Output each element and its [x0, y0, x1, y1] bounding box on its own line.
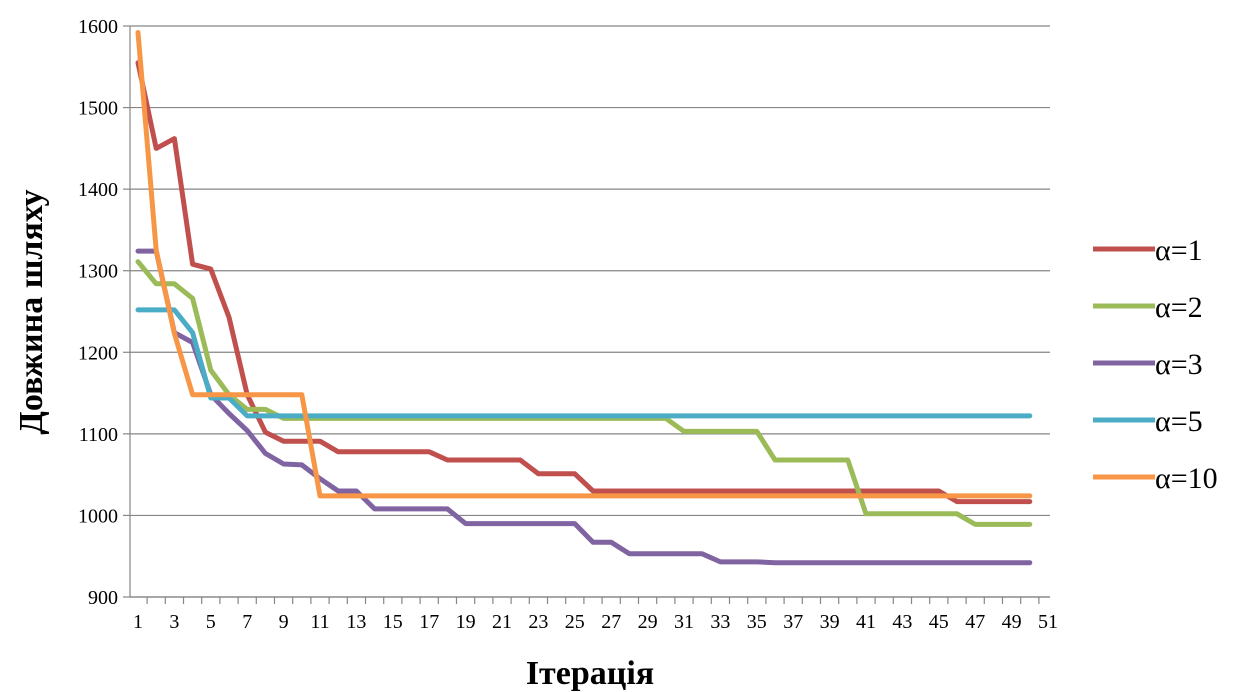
- x-tick-label: 17: [419, 611, 439, 633]
- x-tick-label: 39: [820, 611, 840, 633]
- x-tick-label: 37: [783, 611, 803, 633]
- x-tick-label: 9: [279, 611, 289, 633]
- series-line-3: [135, 248, 1033, 566]
- legend: α=1 α=2 α=3 α=5 α=10: [1093, 234, 1218, 495]
- legend-label: α=1: [1155, 234, 1203, 267]
- x-tick-label: 33: [710, 611, 730, 633]
- x-tick-label: 31: [674, 611, 694, 633]
- axes: [123, 25, 1050, 604]
- series-line-4: [135, 307, 1033, 419]
- series-line-1: [135, 60, 1033, 505]
- y-tick-label: 1500: [78, 98, 118, 120]
- x-tick-label: 49: [1002, 611, 1022, 633]
- x-tick-label: 21: [492, 611, 512, 633]
- legend-label: α=2: [1155, 291, 1203, 324]
- y-axis-title: Довжина шляху: [13, 189, 50, 434]
- x-tick-label: 25: [565, 611, 585, 633]
- y-tick-label: 1100: [79, 424, 118, 446]
- x-tick-label: 15: [383, 611, 403, 633]
- x-tick-label: 23: [528, 611, 548, 633]
- x-tick-labels: 1 3 5 7 9 11 13 15 17 19 21 23 25 27 29 31 33 35 37 39 41 43 4…: [133, 611, 1058, 633]
- x-axis-title: Ітерація: [526, 655, 654, 692]
- x-tick-label: 51: [1038, 611, 1058, 633]
- x-tick-label: 41: [856, 611, 876, 633]
- legend-label: α=5: [1155, 405, 1203, 438]
- y-tick-label: 1400: [78, 179, 118, 201]
- legend-label: α=10: [1155, 462, 1218, 495]
- legend-label: α=3: [1155, 348, 1203, 381]
- x-tick-label: 47: [965, 611, 985, 633]
- y-tick-label: 1000: [78, 505, 118, 527]
- y-tick-labels: 900 1000 1100 1200 1300 1400 1500 1600: [78, 16, 118, 609]
- series-line-5: [135, 30, 1033, 499]
- x-tick-label: 3: [169, 611, 179, 633]
- x-tick-label: 1: [133, 611, 143, 633]
- y-tick-label: 1600: [78, 16, 118, 38]
- x-tick-label: 29: [638, 611, 658, 633]
- y-tick-label: 1200: [78, 342, 118, 364]
- y-tick-label: 1300: [78, 261, 118, 283]
- series-lines: [135, 30, 1033, 566]
- x-tick-label: 27: [601, 611, 621, 633]
- x-tick-label: 35: [747, 611, 767, 633]
- x-tick-label: 13: [346, 611, 366, 633]
- x-tick-label: 19: [456, 611, 476, 633]
- x-tick-label: 11: [310, 611, 329, 633]
- gridlines: [130, 25, 1050, 598]
- x-tick-label: 45: [929, 611, 949, 633]
- x-tick-label: 7: [242, 611, 252, 633]
- y-tick-label: 900: [88, 587, 118, 609]
- x-tick-label: 5: [206, 611, 216, 633]
- x-tick-label: 43: [892, 611, 912, 633]
